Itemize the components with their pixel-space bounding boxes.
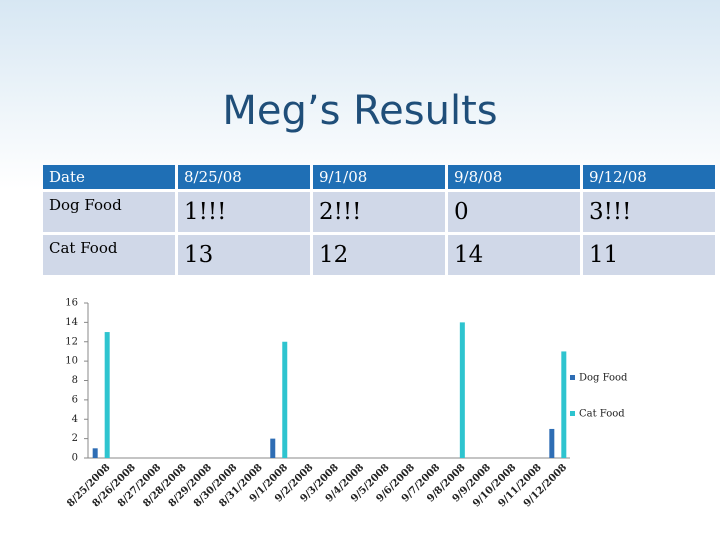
bar	[561, 351, 567, 458]
results-table: Date 8/25/08 9/1/08 9/8/08 9/12/08 Dog F…	[40, 162, 718, 278]
legend-marker	[570, 375, 575, 380]
row: Cat Food 13 12 14 11	[43, 235, 715, 275]
y-tick-label: 0	[72, 453, 78, 464]
legend-label: Dog Food	[579, 373, 628, 384]
y-tick-label: 4	[72, 414, 78, 425]
row: Dog Food 1!!! 2!!! 0 3!!!	[43, 192, 715, 232]
cell: Dog Food	[43, 192, 175, 232]
cell: Cat Food	[43, 235, 175, 275]
cell: 13	[178, 235, 310, 275]
header-row: Date 8/25/08 9/1/08 9/8/08 9/12/08	[43, 165, 715, 189]
bar	[270, 438, 276, 458]
cell: 0	[448, 192, 580, 232]
header-cell: 9/12/08	[583, 165, 715, 189]
header-cell: Date	[43, 165, 175, 189]
bar	[282, 341, 288, 458]
y-tick-label: 8	[72, 375, 78, 386]
slide-title: Meg’s Results	[222, 88, 498, 134]
bar	[459, 322, 465, 458]
cell: 14	[448, 235, 580, 275]
y-tick-label: 12	[65, 336, 78, 347]
y-tick-label: 16	[65, 298, 78, 309]
header-cell: 8/25/08	[178, 165, 310, 189]
cell: 2!!!	[313, 192, 445, 232]
header-cell: 9/1/08	[313, 165, 445, 189]
bar	[104, 332, 110, 458]
y-tick-label: 10	[65, 356, 78, 367]
bar	[549, 428, 555, 458]
y-tick-label: 6	[72, 394, 78, 405]
cell: 12	[313, 235, 445, 275]
cell: 1!!!	[178, 192, 310, 232]
y-tick-label: 14	[65, 317, 78, 328]
legend-label: Cat Food	[579, 409, 625, 420]
legend-marker	[570, 411, 575, 416]
bar	[92, 448, 98, 458]
cell: 3!!!	[583, 192, 715, 232]
header-cell: 9/8/08	[448, 165, 580, 189]
y-tick-label: 2	[72, 433, 78, 444]
cell: 11	[583, 235, 715, 275]
